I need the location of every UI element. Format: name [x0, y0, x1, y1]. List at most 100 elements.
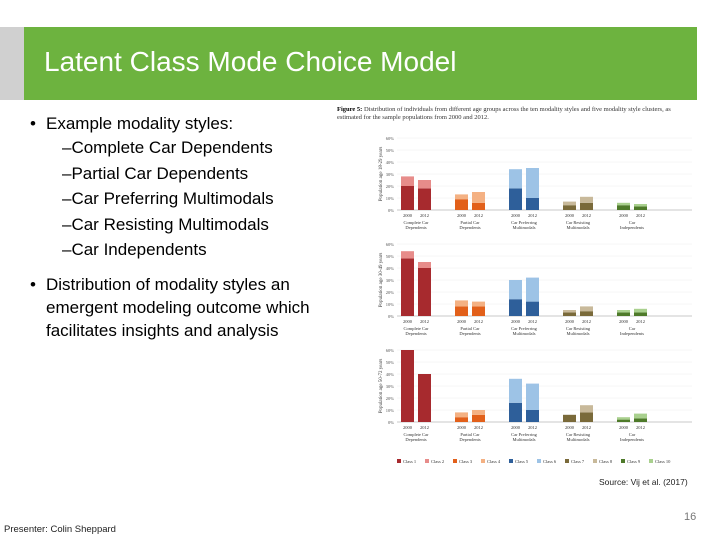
bar-segment [617, 205, 630, 210]
bar-segment [472, 306, 485, 316]
y-axis-label: Population age 18-29 years [379, 147, 384, 202]
bar-segment [634, 206, 647, 210]
x-tick-label: 2000 [619, 319, 629, 324]
bullet-text: Example modality styles: [46, 114, 234, 133]
category-label: Dependents [405, 225, 426, 230]
y-tick-label: 30% [386, 172, 395, 177]
header-accent [0, 27, 24, 100]
bar-segment [472, 301, 485, 307]
y-tick-label: 50% [386, 254, 395, 259]
y-tick-label: 60% [386, 348, 395, 353]
bar-segment [563, 201, 576, 206]
legend-label: Class 3 [459, 459, 473, 464]
bar-segment [580, 306, 593, 312]
x-tick-label: 2012 [528, 425, 537, 430]
legend-swatch [621, 459, 625, 463]
y-tick-label: 40% [386, 160, 395, 165]
category-label: Car [629, 220, 636, 225]
bar-segment [526, 301, 539, 316]
x-tick-label: 2000 [403, 213, 413, 218]
sub-bullet: –Complete Car Dependents [62, 138, 273, 157]
bar-segment [563, 312, 576, 316]
title-bar [24, 27, 697, 100]
bar-segment [526, 168, 539, 198]
bar-segment [455, 194, 468, 200]
x-tick-label: 2000 [619, 425, 629, 430]
bar-segment [472, 414, 485, 422]
category-label: Car Preferring [511, 432, 538, 437]
legend-swatch [453, 459, 457, 463]
bullet-item: Example modality styles: –Complete Car D… [30, 112, 350, 263]
bar-segment [509, 169, 522, 189]
bar-segment [563, 414, 576, 422]
bar-segment [401, 186, 414, 210]
legend-swatch [481, 459, 485, 463]
legend-swatch [537, 459, 541, 463]
category-label: Partial Car [460, 326, 480, 331]
category-label: Multimodals [566, 331, 589, 336]
category-label: Car Resisting [566, 220, 591, 225]
x-tick-label: 2000 [403, 425, 413, 430]
x-tick-label: 2012 [420, 213, 429, 218]
bar-segment [401, 350, 414, 422]
x-tick-label: 2012 [636, 213, 645, 218]
category-label: Car [629, 326, 636, 331]
bar-segment [580, 405, 593, 413]
bar-segment [455, 306, 468, 316]
x-tick-label: 2012 [636, 319, 645, 324]
bullet-list: Example modality styles: –Complete Car D… [30, 112, 350, 342]
y-tick-label: 10% [386, 302, 395, 307]
y-tick-label: 30% [386, 384, 395, 389]
bar-segment [634, 413, 647, 419]
bar-segment [455, 300, 468, 307]
slide-title: Latent Class Mode Choice Model [44, 46, 457, 77]
figure-caption-text: Distribution of individuals from differe… [337, 106, 671, 121]
bar-chart-figure: Population age 18-29 years 0% 10% 20% 30% 40%… [379, 136, 692, 464]
category-label: Complete Car [403, 326, 429, 331]
bar-segment [472, 410, 485, 415]
bar-segment [526, 198, 539, 210]
legend-label: Class 9 [627, 459, 641, 464]
bar-segment [509, 402, 522, 422]
y-tick-label: 0% [388, 420, 394, 425]
legend-label: Class 10 [655, 459, 671, 464]
category-label: Car Preferring [511, 220, 538, 225]
category-label: Independents [620, 331, 644, 336]
bar-segment [617, 419, 630, 422]
y-tick-label: 60% [386, 136, 395, 141]
bar-segment [580, 196, 593, 203]
category-label: Dependents [459, 437, 480, 442]
legend-label: Class 4 [487, 459, 501, 464]
x-tick-label: 2012 [582, 425, 591, 430]
legend-label: Class 1 [403, 459, 416, 464]
sub-bullet: –Car Preferring Multimodals [62, 189, 274, 208]
category-label: Car Preferring [511, 326, 538, 331]
bullet-text: Distribution of modality styles an emerg… [46, 274, 310, 340]
category-label: Multimodals [512, 331, 535, 336]
legend-label: Class 7 [571, 459, 585, 464]
category-label: Dependents [459, 331, 480, 336]
legend-label: Class 5 [515, 459, 529, 464]
sub-bullet: –Partial Car Dependents [62, 163, 249, 183]
bar-segment [634, 418, 647, 422]
x-tick-label: 2012 [582, 319, 591, 324]
x-tick-label: 2000 [511, 425, 521, 430]
y-tick-label: 40% [386, 372, 395, 377]
x-tick-label: 2000 [565, 319, 575, 324]
category-label: Multimodals [566, 437, 589, 442]
figure-caption-label: Figure 5: [337, 106, 363, 113]
legend-swatch [397, 459, 401, 463]
legend-swatch [593, 459, 597, 463]
x-tick-label: 2012 [528, 213, 537, 218]
x-tick-label: 2012 [528, 319, 537, 324]
bar-segment [401, 251, 414, 259]
category-label: Car [629, 432, 636, 437]
figure: Figure 5: Distribution of individuals fr… [337, 106, 692, 468]
bar-segment [418, 268, 431, 316]
bar-segment [617, 312, 630, 316]
sub-bullet: –Car Independents [62, 240, 207, 259]
bar-segment [526, 277, 539, 302]
y-tick-label: 0% [388, 208, 394, 213]
x-tick-label: 2000 [565, 425, 575, 430]
y-tick-label: 20% [386, 396, 395, 401]
